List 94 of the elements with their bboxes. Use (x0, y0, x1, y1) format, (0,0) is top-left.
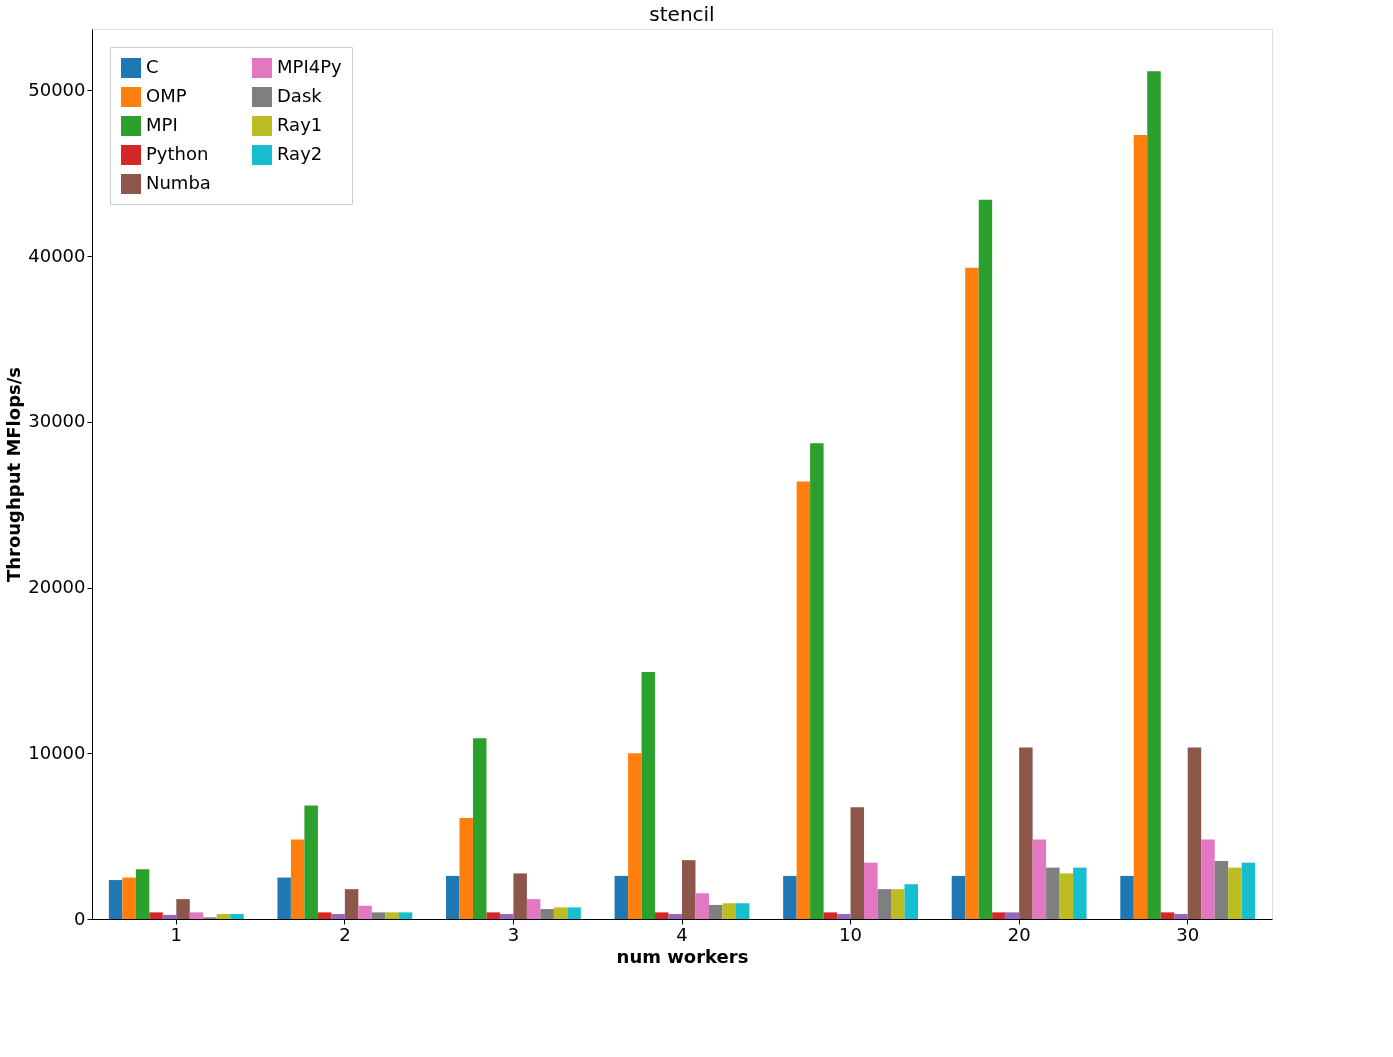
x-tick-label: 10 (839, 923, 863, 945)
bar (823, 912, 838, 919)
bar (1147, 71, 1161, 919)
bar (331, 914, 345, 919)
x-tick-label: 4 (676, 923, 688, 945)
x-tick-label: 3 (507, 923, 520, 945)
legend-label: OMP (146, 85, 187, 106)
bar (1214, 860, 1229, 919)
y-axis-title: Throughput MFlops/s (3, 366, 25, 583)
bar (499, 914, 514, 919)
bar (176, 899, 190, 919)
bar (1059, 873, 1074, 919)
bar (992, 912, 1006, 919)
bar (668, 914, 682, 919)
bar (1228, 867, 1242, 919)
bar (628, 753, 642, 919)
bar (1019, 747, 1033, 919)
bar (877, 889, 892, 919)
bar (837, 914, 851, 919)
bar (708, 904, 723, 919)
bar (783, 875, 797, 919)
bar (135, 869, 150, 919)
bar (1032, 839, 1047, 919)
bar (540, 909, 554, 919)
bar (682, 860, 696, 919)
bar (1187, 747, 1202, 919)
y-tick-label: 50000 (28, 78, 86, 100)
y-tick-label: 40000 (28, 244, 86, 266)
legend-label: Numba (146, 172, 211, 193)
bar (722, 903, 736, 919)
bar (1241, 862, 1256, 919)
legend-label: MPI (146, 114, 178, 135)
bar (344, 889, 359, 919)
legend-label: Ray2 (277, 143, 323, 164)
bar (978, 199, 993, 919)
chart-title: stencil (649, 2, 715, 26)
bar (1160, 912, 1175, 919)
bar (149, 912, 163, 919)
bar (951, 875, 966, 919)
bar (277, 877, 291, 919)
x-tick-label: 1 (170, 923, 183, 945)
bar (371, 912, 386, 919)
x-tick-label: 2 (339, 923, 351, 945)
bar (472, 738, 487, 919)
bar (614, 875, 629, 919)
bar (385, 912, 399, 919)
bar (122, 877, 136, 919)
bar (1046, 867, 1060, 919)
legend-label: Dask (277, 85, 323, 106)
bar (850, 807, 865, 919)
bar (864, 862, 878, 919)
y-tick-label: 10000 (28, 741, 86, 763)
bar (1073, 867, 1087, 919)
bar (641, 672, 656, 919)
bar (1174, 914, 1188, 919)
y-tick-label: 20000 (28, 576, 86, 598)
y-tick-label: 0 (74, 907, 86, 929)
bar (904, 884, 918, 919)
bar (486, 912, 500, 919)
bar (1133, 135, 1148, 919)
bar (735, 903, 750, 919)
bar (796, 481, 811, 919)
x-tick-label: 30 (1176, 923, 1200, 945)
bar (290, 839, 305, 919)
bar (446, 875, 460, 919)
x-axis-title: num workers (616, 945, 749, 967)
bar (216, 914, 231, 919)
bar (810, 443, 824, 919)
bar (1005, 912, 1020, 919)
bar (891, 889, 905, 919)
bar (655, 912, 669, 919)
legend-label: Ray1 (277, 114, 323, 135)
bar (459, 817, 473, 919)
bar (1201, 839, 1215, 919)
bar (108, 880, 123, 919)
y-tick-label: 30000 (28, 410, 86, 432)
legend-label: C (146, 56, 159, 77)
bar (189, 912, 204, 919)
bar (526, 899, 541, 919)
bar (358, 905, 372, 919)
bar (398, 912, 413, 919)
bar (1120, 875, 1134, 919)
bar (965, 267, 979, 919)
bar (553, 907, 568, 919)
bar (162, 914, 177, 919)
bar (230, 914, 244, 919)
x-tick-label: 20 (1007, 923, 1031, 945)
bar (304, 805, 318, 919)
bar (513, 873, 527, 919)
bar (567, 907, 581, 919)
bar (695, 893, 709, 919)
legend-label: MPI4Py (277, 56, 342, 77)
bar (317, 912, 332, 919)
legend-label: Python (146, 143, 209, 164)
